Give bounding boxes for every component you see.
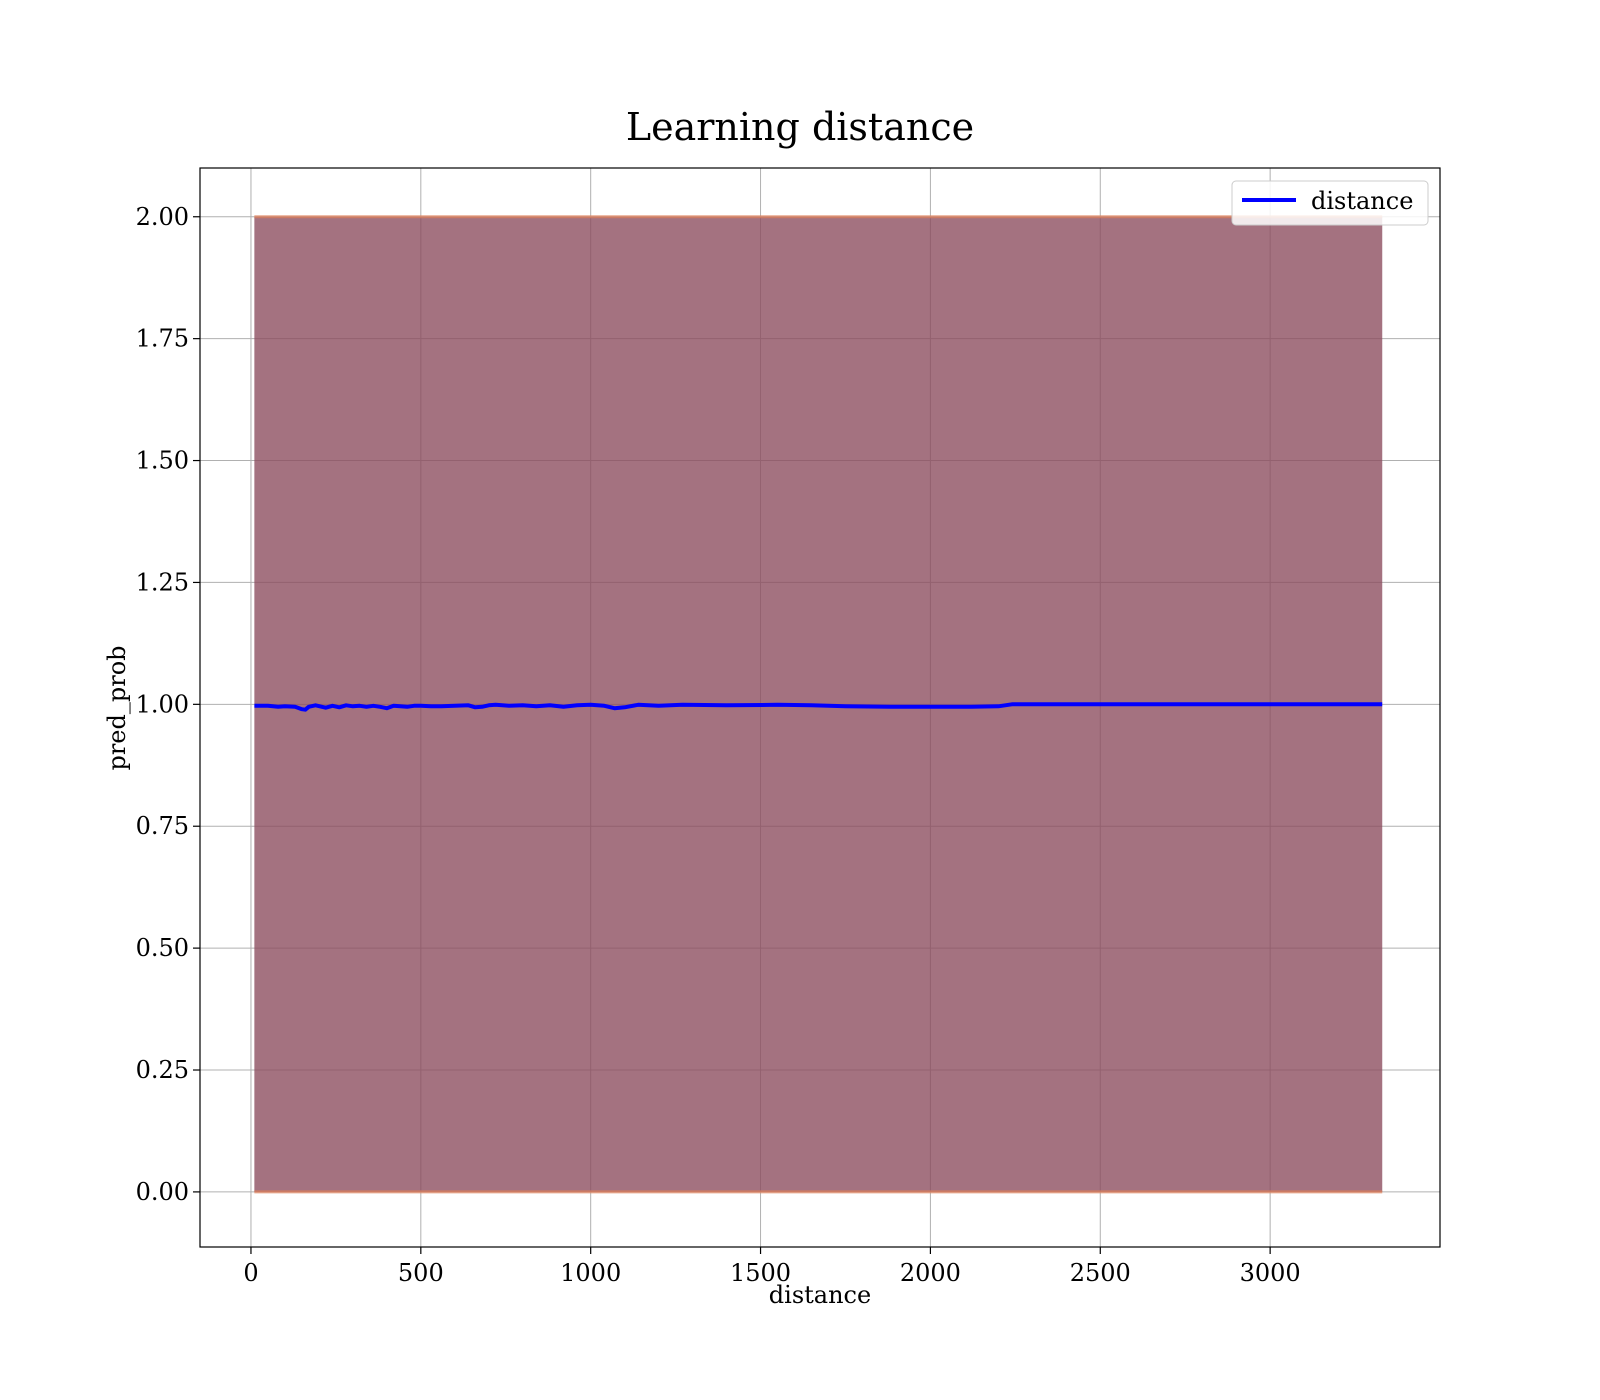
y-tick-label: 1.00	[136, 690, 189, 718]
y-tick-label: 1.75	[136, 325, 189, 353]
series-line	[254, 702, 1383, 712]
y-tick-label: 1.25	[136, 568, 189, 596]
x-tick-label: 3000	[1240, 1259, 1301, 1287]
legend-entry-label: distance	[1311, 187, 1413, 215]
x-tick-label: 1500	[730, 1259, 791, 1287]
y-axis: 0.00 0.25 0.50 0.75 1.00 1.25 1.50 1.75 2.00	[136, 203, 200, 1206]
y-tick-label: 0.75	[136, 812, 189, 840]
y-axis-label: pred_prob	[103, 645, 131, 770]
y-tick-label: 0.00	[136, 1178, 189, 1206]
y-tick-label: 0.50	[136, 934, 189, 962]
series-line-distance	[254, 702, 1383, 712]
y-tick-label: 1.50	[136, 447, 189, 475]
x-tick-label: 500	[398, 1259, 444, 1287]
x-tick-label: 1000	[560, 1259, 621, 1287]
y-tick-label: 2.00	[136, 203, 189, 231]
y-tick-label: 0.25	[136, 1056, 189, 1084]
x-tick-label: 0	[243, 1259, 258, 1287]
x-tick-label: 2000	[900, 1259, 961, 1287]
x-axis-label: distance	[769, 1281, 871, 1309]
plot-frame	[199, 167, 1441, 1248]
x-axis: 0 500 1000 1500 2000 2500 3000	[243, 1247, 1301, 1287]
legend-box	[1231, 180, 1429, 226]
x-tick-label: 2500	[1070, 1259, 1131, 1287]
chart-title: Learning distance	[626, 105, 974, 149]
legend: distance	[1231, 180, 1429, 226]
